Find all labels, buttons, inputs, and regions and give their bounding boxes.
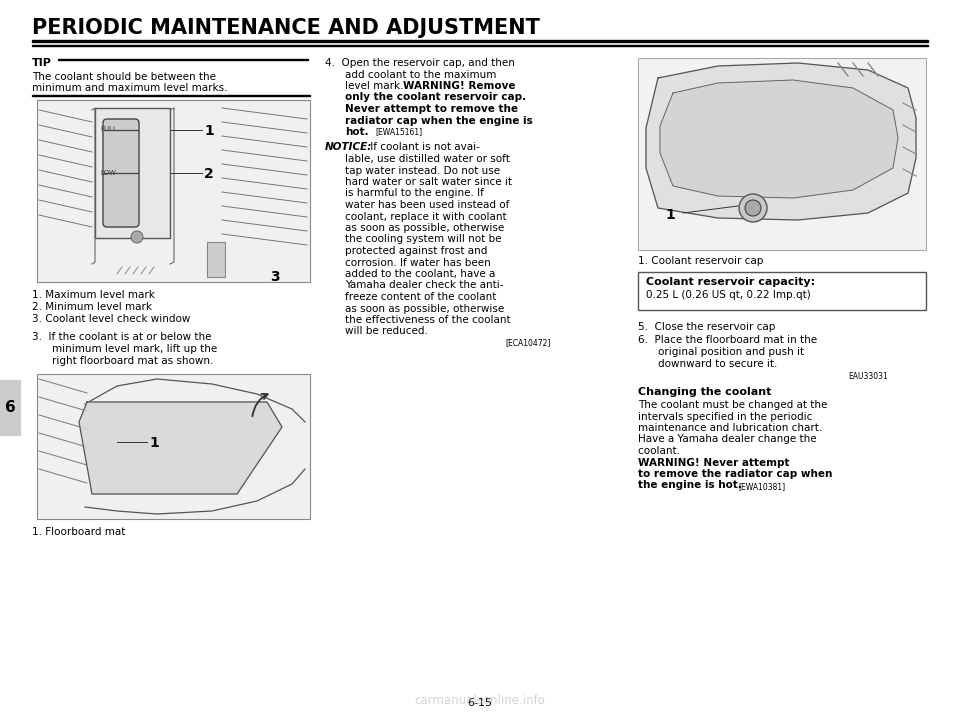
Text: Changing the coolant: Changing the coolant	[638, 387, 772, 397]
Bar	[58, 59, 308, 60]
Text: 3: 3	[270, 270, 279, 284]
Text: as soon as possible, otherwise: as soon as possible, otherwise	[345, 303, 504, 313]
Text: Never attempt to remove the: Never attempt to remove the	[345, 104, 518, 114]
Text: corrosion. If water has been: corrosion. If water has been	[345, 258, 491, 268]
Text: hard water or salt water since it: hard water or salt water since it	[345, 177, 512, 187]
Text: as soon as possible, otherwise: as soon as possible, otherwise	[345, 223, 504, 233]
Bar	[638, 272, 926, 310]
Bar	[37, 374, 310, 519]
Bar	[32, 95, 310, 96]
Bar	[638, 58, 926, 250]
Text: Yamaha dealer check the anti-: Yamaha dealer check the anti-	[345, 281, 503, 290]
Text: NOTICE:: NOTICE:	[325, 142, 372, 152]
Text: minimum and maximum level marks.: minimum and maximum level marks.	[32, 83, 228, 93]
Bar	[95, 108, 170, 238]
Text: 3.  If the coolant is at or below the: 3. If the coolant is at or below the	[32, 332, 211, 342]
Text: 4.  Open the reservoir cap, and then: 4. Open the reservoir cap, and then	[325, 58, 515, 68]
Text: water has been used instead of: water has been used instead of	[345, 200, 510, 210]
Text: 6.  Place the floorboard mat in the: 6. Place the floorboard mat in the	[638, 335, 817, 345]
Text: protected against frost and: protected against frost and	[345, 246, 488, 256]
Circle shape	[131, 231, 143, 243]
Text: coolant.: coolant.	[638, 446, 686, 456]
Text: minimum level mark, lift up the: minimum level mark, lift up the	[52, 344, 217, 354]
Text: level mark.: level mark.	[345, 81, 410, 91]
Text: the cooling system will not be: the cooling system will not be	[345, 234, 501, 244]
Bar	[0, 380, 20, 435]
Text: is harmful to the engine. If: is harmful to the engine. If	[345, 189, 484, 199]
Text: LOW: LOW	[100, 170, 116, 176]
Text: 6: 6	[5, 399, 15, 414]
Text: lable, use distilled water or soft: lable, use distilled water or soft	[345, 154, 510, 164]
Bar	[32, 39, 928, 42]
Text: coolant, replace it with coolant: coolant, replace it with coolant	[345, 211, 507, 221]
Text: 1: 1	[665, 208, 675, 222]
Polygon shape	[79, 402, 282, 494]
Bar	[37, 100, 310, 282]
Text: PERIODIC MAINTENANCE AND ADJUSTMENT: PERIODIC MAINTENANCE AND ADJUSTMENT	[32, 18, 540, 38]
Circle shape	[739, 194, 767, 222]
Text: the effectiveness of the coolant: the effectiveness of the coolant	[345, 315, 511, 325]
Text: [ECA10472]: [ECA10472]	[505, 338, 550, 347]
Text: WARNING! Remove: WARNING! Remove	[403, 81, 516, 91]
Text: 1: 1	[149, 436, 158, 450]
Bar	[32, 45, 928, 46]
Text: 2: 2	[204, 167, 214, 181]
Text: intervals specified in the periodic: intervals specified in the periodic	[638, 412, 812, 422]
Text: 6-15: 6-15	[468, 698, 492, 708]
Text: will be reduced.: will be reduced.	[345, 327, 428, 337]
Text: downward to secure it.: downward to secure it.	[658, 359, 778, 369]
Text: 3. Coolant level check window: 3. Coolant level check window	[32, 314, 190, 324]
Text: TIP: TIP	[32, 58, 52, 68]
Text: add coolant to the maximum: add coolant to the maximum	[345, 70, 496, 80]
Text: carmanualsonline.info: carmanualsonline.info	[415, 693, 545, 706]
Text: Have a Yamaha dealer change the: Have a Yamaha dealer change the	[638, 434, 817, 444]
Text: 1. Floorboard mat: 1. Floorboard mat	[32, 527, 126, 537]
Text: right floorboard mat as shown.: right floorboard mat as shown.	[52, 356, 213, 366]
Text: 1. Maximum level mark: 1. Maximum level mark	[32, 290, 155, 300]
Text: 5.  Close the reservoir cap: 5. Close the reservoir cap	[638, 322, 776, 332]
Text: only the coolant reservoir cap.: only the coolant reservoir cap.	[345, 93, 526, 103]
Text: EAU33031: EAU33031	[848, 372, 888, 381]
Text: 2. Minimum level mark: 2. Minimum level mark	[32, 302, 152, 312]
Bar	[207, 242, 225, 277]
Text: maintenance and lubrication chart.: maintenance and lubrication chart.	[638, 423, 823, 433]
FancyBboxPatch shape	[103, 119, 139, 227]
Text: the engine is hot.: the engine is hot.	[638, 481, 742, 491]
Text: WARNING! Never attempt: WARNING! Never attempt	[638, 458, 789, 468]
Polygon shape	[646, 63, 916, 220]
Text: radiator cap when the engine is: radiator cap when the engine is	[345, 115, 533, 125]
Text: The coolant must be changed at the: The coolant must be changed at the	[638, 400, 828, 410]
Polygon shape	[660, 80, 898, 198]
Text: tap water instead. Do not use: tap water instead. Do not use	[345, 165, 500, 175]
Text: 1. Coolant reservoir cap: 1. Coolant reservoir cap	[638, 256, 763, 266]
Text: 1: 1	[204, 124, 214, 138]
Circle shape	[745, 200, 761, 216]
Text: [EWA10381]: [EWA10381]	[738, 483, 785, 491]
Text: hot.: hot.	[345, 127, 369, 137]
Text: added to the coolant, have a: added to the coolant, have a	[345, 269, 495, 279]
Text: Coolant reservoir capacity:: Coolant reservoir capacity:	[646, 277, 815, 287]
Text: original position and push it: original position and push it	[658, 347, 804, 357]
Text: to remove the radiator cap when: to remove the radiator cap when	[638, 469, 832, 479]
Text: FULL: FULL	[100, 126, 117, 132]
Text: [EWA15161]: [EWA15161]	[375, 127, 422, 136]
Text: freeze content of the coolant: freeze content of the coolant	[345, 292, 496, 302]
Text: If coolant is not avai-: If coolant is not avai-	[367, 142, 480, 152]
Text: The coolant should be between the: The coolant should be between the	[32, 72, 216, 82]
Text: 0.25 L (0.26 US qt, 0.22 Imp.qt): 0.25 L (0.26 US qt, 0.22 Imp.qt)	[646, 290, 811, 300]
